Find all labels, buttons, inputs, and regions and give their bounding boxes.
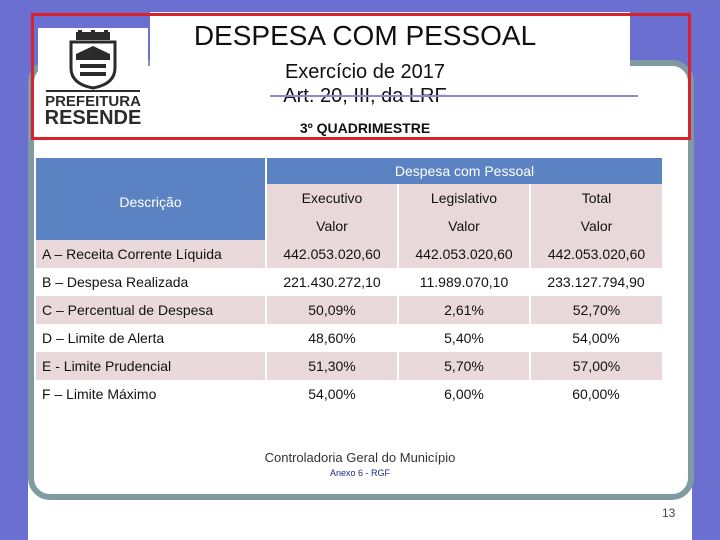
table-row: F – Limite Máximo 54,00% 6,00% 60,00% <box>36 380 662 408</box>
logo-line2: RESENDE <box>45 107 142 128</box>
row-label: A – Receita Corrente Líquida <box>36 240 266 268</box>
cell-total: 57,00% <box>529 352 662 380</box>
cell-total: 442.053.020,60 <box>529 240 662 268</box>
col-header-executivo: Executivo <box>265 184 398 212</box>
despesa-table: Descrição Despesa com Pessoal Executivo … <box>36 158 662 408</box>
row-label: D – Limite de Alerta <box>36 324 266 352</box>
cell-executivo: 221.430.272,10 <box>266 268 398 296</box>
page-title: DESPESA COM PESSOAL <box>193 20 537 51</box>
cell-executivo: 50,09% <box>265 296 398 324</box>
cell-legislativo: 5,40% <box>398 324 530 352</box>
col-header-total: Total <box>529 184 662 212</box>
cell-executivo: 51,30% <box>265 352 398 380</box>
page-number: 13 <box>662 506 676 520</box>
desc-header: Descrição <box>36 158 266 240</box>
cell-total: 54,00% <box>530 324 662 352</box>
right-border <box>692 0 720 540</box>
row-label: C – Percentual de Despesa <box>36 296 266 324</box>
prefeitura-resende-logo: PREFEITURA RESENDE <box>38 28 148 128</box>
coat-of-arms-icon <box>69 30 117 90</box>
cell-executivo: 48,60% <box>266 324 398 352</box>
row-label: B – Despesa Realizada <box>36 268 266 296</box>
cell-legislativo: 11.989.070,10 <box>398 268 530 296</box>
title-panel <box>150 12 630 110</box>
table-row: A – Receita Corrente Líquida 442.053.020… <box>36 240 662 268</box>
highlight-box <box>31 13 691 140</box>
cell-executivo: 54,00% <box>266 380 398 408</box>
cell-legislativo: 442.053.020,60 <box>397 240 530 268</box>
value-label: Valor <box>397 212 530 240</box>
cell-total: 52,70% <box>529 296 662 324</box>
cell-executivo: 442.053.020,60 <box>265 240 398 268</box>
table-row: C – Percentual de Despesa 50,09% 2,61% 5… <box>36 296 662 324</box>
table-row: E - Limite Prudencial 51,30% 5,70% 57,00… <box>36 352 662 380</box>
subtitle-line1: Exercício de 2017 <box>284 61 446 83</box>
row-label: E - Limite Prudencial <box>36 352 266 380</box>
col-header-legislativo: Legislativo <box>397 184 530 212</box>
table-row: D – Limite de Alerta 48,60% 5,40% 54,00% <box>36 324 662 352</box>
table-row: B – Despesa Realizada 221.430.272,10 11.… <box>36 268 662 296</box>
value-label: Valor <box>265 212 398 240</box>
cell-total: 60,00% <box>530 380 662 408</box>
logo-line1: PREFEITURA <box>45 93 141 110</box>
cell-legislativo: 2,61% <box>397 296 530 324</box>
row-label: F – Limite Máximo <box>36 380 266 408</box>
cell-total: 233.127.794,90 <box>530 268 662 296</box>
cell-legislativo: 5,70% <box>397 352 530 380</box>
group-header: Despesa com Pessoal <box>265 158 662 184</box>
cell-legislativo: 6,00% <box>398 380 530 408</box>
footer-annex: Anexo 6 - RGF <box>329 468 391 478</box>
divider <box>270 95 638 97</box>
footer-org: Controladoria Geral do Município <box>264 450 456 465</box>
left-border <box>0 0 28 540</box>
period-label: 3º QUADRIMESTRE <box>299 120 431 136</box>
value-label: Valor <box>529 212 662 240</box>
